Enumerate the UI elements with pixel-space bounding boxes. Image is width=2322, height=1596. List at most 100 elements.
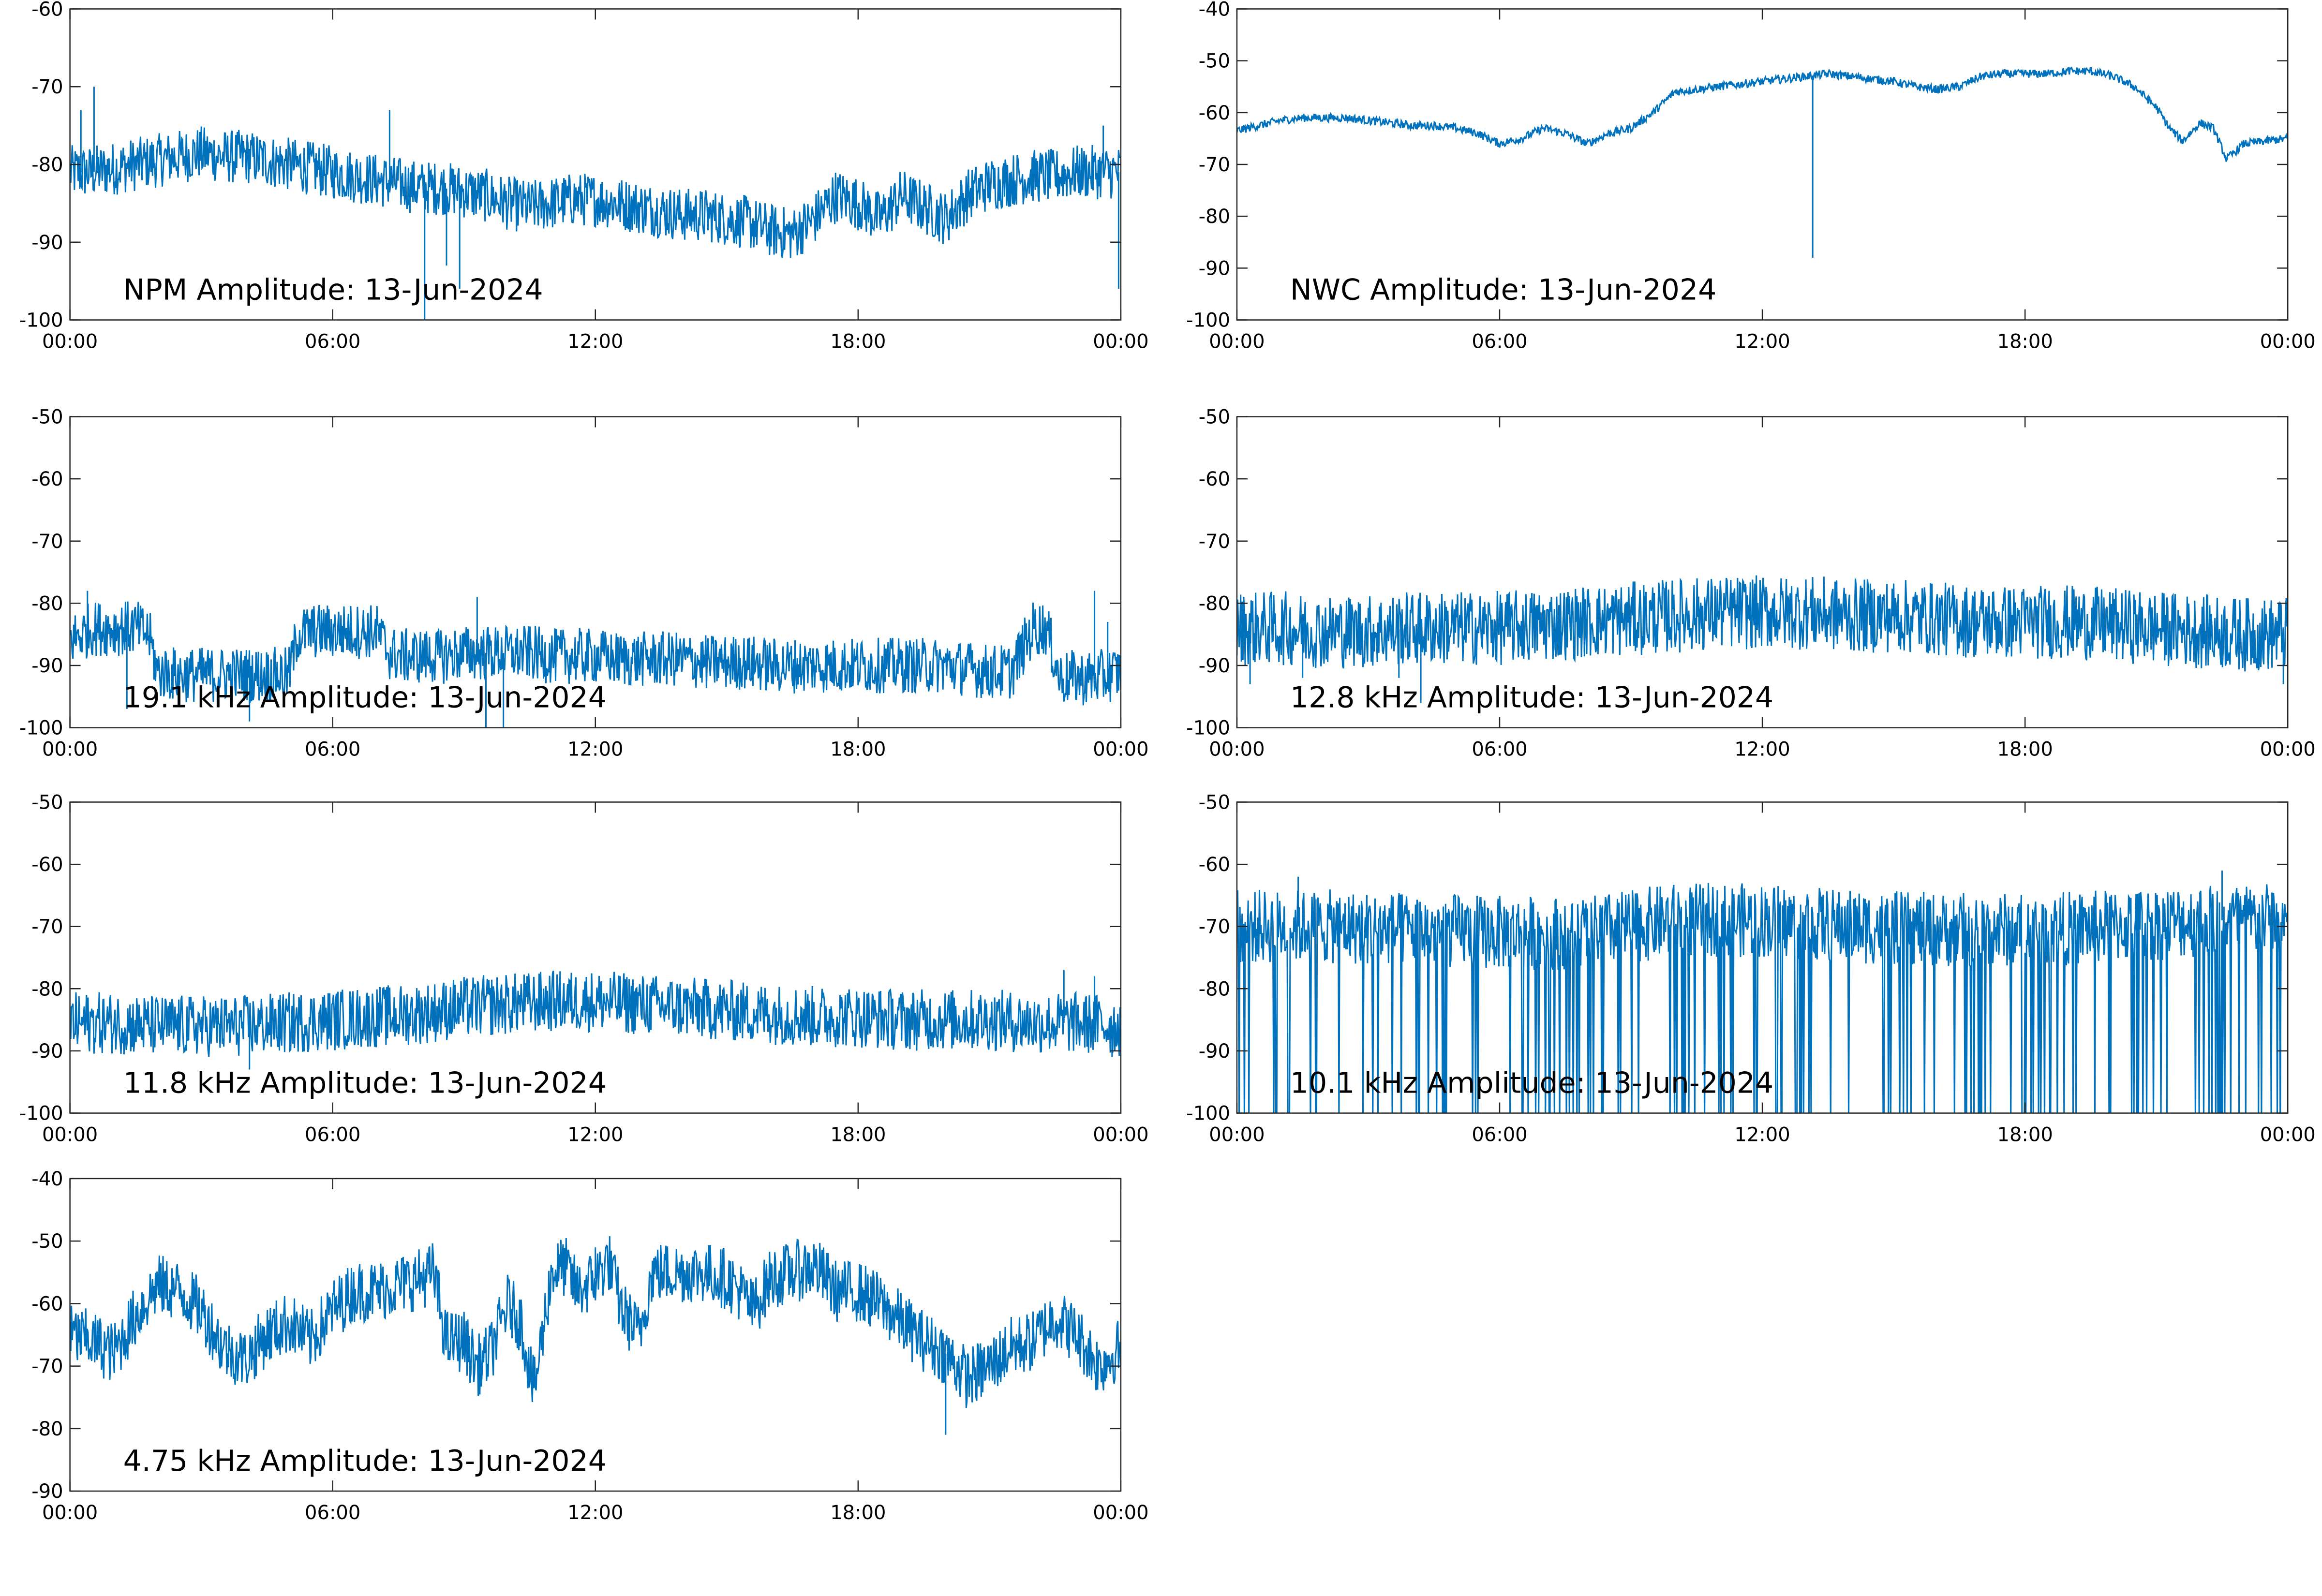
x-tick-label: 00:00 [42,331,98,353]
x-tick-label: 00:00 [2260,1124,2316,1146]
x-tick-label: 18:00 [830,1124,886,1146]
y-tick-label: -50 [31,406,63,429]
y-tick-label: -60 [1199,854,1230,876]
y-tick-label: -40 [31,1168,63,1190]
x-tick-label: 00:00 [2260,331,2316,353]
data-area [1236,870,2288,1113]
x-tick-label: 18:00 [830,331,886,353]
y-tick-label: -80 [31,154,63,176]
series-line [70,1236,1121,1408]
y-tick-label: -100 [1186,1103,1230,1125]
y-tick-label: -70 [1199,531,1230,553]
series-line [70,970,1121,1057]
data-area [70,591,1121,728]
x-tick-label: 18:00 [830,1502,886,1524]
y-tick-label: -40 [1199,0,1230,20]
panel-title: 11.8 kHz Amplitude: 13-Jun-2024 [123,1066,607,1100]
y-tick-label: -50 [1199,50,1230,73]
x-tick-label: 06:00 [1472,331,1527,353]
x-tick-label: 12:00 [567,739,623,761]
y-tick-label: -60 [1199,102,1230,124]
y-tick-label: -80 [1199,978,1230,1000]
y-tick-label: -90 [31,232,63,254]
y-tick-label: -100 [19,310,63,332]
x-tick-label: 18:00 [830,739,886,761]
x-tick-label: 00:00 [42,1502,98,1524]
x-tick-label: 00:00 [42,739,98,761]
x-tick-label: 06:00 [1472,739,1527,761]
y-tick-label: -80 [1199,206,1230,228]
y-tick-label: -70 [31,531,63,553]
series-line [1236,66,2288,162]
y-tick-label: -90 [31,1040,63,1063]
y-tick-label: -60 [31,854,63,876]
x-tick-label: 00:00 [1209,739,1265,761]
y-tick-label: -90 [31,655,63,677]
x-tick-label: 12:00 [567,331,623,353]
x-tick-label: 06:00 [305,331,360,353]
x-tick-label: 18:00 [1997,739,2053,761]
y-tick-label: -100 [1186,310,1230,332]
y-tick-label: -100 [19,1103,63,1125]
x-tick-label: 00:00 [1093,1124,1148,1146]
y-tick-label: -80 [31,592,63,615]
x-tick-label: 00:00 [1209,331,1265,353]
y-tick-label: -90 [1199,257,1230,280]
data-area [1236,66,2288,258]
data-area [1236,575,2288,703]
y-tick-label: -80 [31,1418,63,1440]
x-tick-label: 06:00 [305,1502,360,1524]
y-tick-label: -70 [1199,916,1230,938]
y-tick-label: -90 [1199,655,1230,677]
y-tick-label: -70 [1199,154,1230,176]
y-tick-label: -70 [31,916,63,938]
x-tick-label: 06:00 [305,739,360,761]
y-tick-label: -50 [1199,791,1230,813]
y-tick-label: -90 [1199,1040,1230,1063]
y-tick-label: -80 [31,978,63,1000]
y-tick-label: -50 [1199,406,1230,429]
panel-title: 10.1 kHz Amplitude: 13-Jun-2024 [1290,1066,1773,1100]
y-tick-label: -60 [31,468,63,490]
x-tick-label: 06:00 [305,1124,360,1146]
panel-title: 12.8 kHz Amplitude: 13-Jun-2024 [1290,681,1773,715]
panel-title: 4.75 kHz Amplitude: 13-Jun-2024 [123,1444,607,1478]
y-tick-label: -70 [31,76,63,98]
series-line [1236,575,2288,672]
x-tick-label: 00:00 [1093,1502,1148,1524]
y-tick-label: -60 [31,1293,63,1315]
x-tick-label: 00:00 [1093,331,1148,353]
panel-title: NPM Amplitude: 13-Jun-2024 [123,273,543,307]
y-tick-label: -80 [1199,592,1230,615]
x-tick-label: 12:00 [1734,1124,1790,1146]
y-tick-label: -100 [1186,717,1230,739]
x-tick-label: 12:00 [567,1124,623,1146]
y-tick-label: -70 [31,1356,63,1378]
x-tick-label: 18:00 [1997,1124,2053,1146]
y-tick-label: -90 [31,1480,63,1503]
panel-title: NWC Amplitude: 13-Jun-2024 [1290,273,1716,307]
series-line [70,126,1121,258]
x-tick-label: 06:00 [1472,1124,1527,1146]
data-area [70,1236,1121,1435]
x-tick-label: 00:00 [1093,739,1148,761]
y-tick-label: -50 [31,1230,63,1253]
data-area [70,970,1121,1070]
panel-title: 19.1 kHz Amplitude: 13-Jun-2024 [123,681,607,715]
y-tick-label: -50 [31,791,63,813]
x-tick-label: 00:00 [42,1124,98,1146]
y-tick-label: -60 [31,0,63,20]
series-line [1236,883,2288,1113]
x-tick-label: 12:00 [1734,331,1790,353]
x-tick-label: 00:00 [1209,1124,1265,1146]
y-tick-label: -60 [1199,468,1230,490]
x-tick-label: 18:00 [1997,331,2053,353]
